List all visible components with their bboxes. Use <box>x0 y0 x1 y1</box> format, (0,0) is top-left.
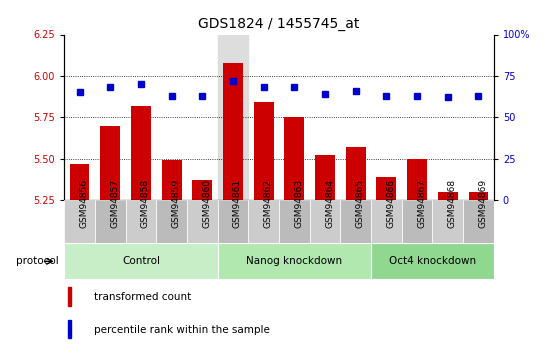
Bar <box>310 200 340 243</box>
Text: GDS1824 / 1455745_at: GDS1824 / 1455745_at <box>198 17 360 31</box>
Text: GSM94862: GSM94862 <box>263 179 273 228</box>
Bar <box>248 200 279 243</box>
Bar <box>346 147 365 200</box>
Text: Nanog knockdown: Nanog knockdown <box>246 256 343 266</box>
Bar <box>70 164 89 200</box>
Text: transformed count: transformed count <box>94 292 191 302</box>
Bar <box>371 243 494 279</box>
Bar <box>340 200 371 243</box>
Text: GSM94857: GSM94857 <box>110 179 119 228</box>
Bar <box>95 200 126 243</box>
Bar <box>254 102 273 200</box>
Text: Control: Control <box>122 256 160 266</box>
Bar <box>469 192 488 200</box>
Bar <box>315 155 335 200</box>
Text: GSM94863: GSM94863 <box>295 179 304 228</box>
Text: GSM94856: GSM94856 <box>79 179 89 228</box>
Text: Oct4 knockdown: Oct4 knockdown <box>389 256 476 266</box>
Bar <box>126 200 156 243</box>
Bar <box>223 63 243 200</box>
Bar <box>377 177 396 200</box>
Bar <box>69 320 71 338</box>
Text: GSM94866: GSM94866 <box>386 179 396 228</box>
Text: GSM94859: GSM94859 <box>171 179 181 228</box>
Bar <box>64 200 95 243</box>
Bar <box>64 243 218 279</box>
Bar <box>156 200 187 243</box>
Bar <box>279 200 310 243</box>
Bar <box>193 180 212 200</box>
Bar <box>407 159 427 200</box>
Bar <box>100 126 120 200</box>
Text: GSM94858: GSM94858 <box>141 179 150 228</box>
Bar <box>218 200 248 243</box>
Bar <box>463 200 494 243</box>
Text: GSM94865: GSM94865 <box>356 179 365 228</box>
Text: GSM94864: GSM94864 <box>325 179 334 228</box>
Bar <box>432 200 463 243</box>
Bar <box>402 200 432 243</box>
Text: GSM94861: GSM94861 <box>233 179 242 228</box>
Bar <box>187 200 218 243</box>
Text: GSM94869: GSM94869 <box>478 179 488 228</box>
Bar <box>438 192 458 200</box>
Text: GSM94860: GSM94860 <box>202 179 211 228</box>
Text: percentile rank within the sample: percentile rank within the sample <box>94 325 270 335</box>
Bar <box>371 200 402 243</box>
Bar <box>162 160 181 200</box>
Bar <box>218 34 248 200</box>
Bar <box>69 287 71 306</box>
Bar <box>285 117 304 200</box>
Text: GSM94868: GSM94868 <box>448 179 457 228</box>
Bar <box>218 243 371 279</box>
Text: GSM94867: GSM94867 <box>417 179 426 228</box>
Bar <box>131 106 151 200</box>
Text: protocol: protocol <box>16 256 59 266</box>
